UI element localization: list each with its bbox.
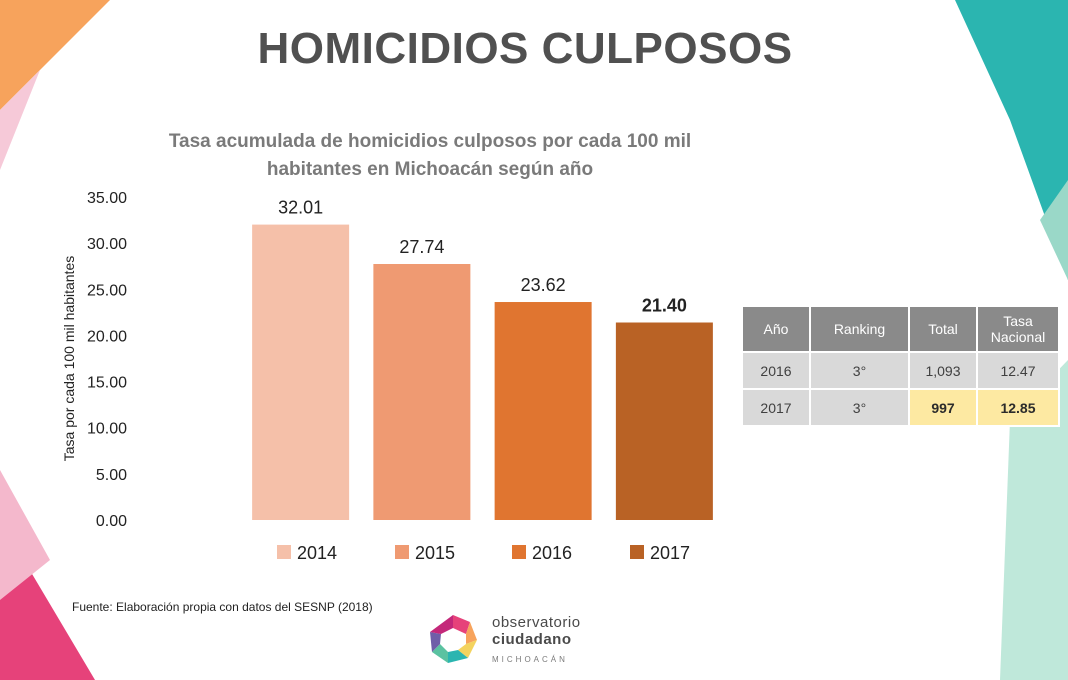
table-row: 2017 3° 997 12.85 (741, 388, 1060, 427)
corner-shape-lightpink (0, 470, 50, 600)
y-tick-label: 35.00 (87, 190, 127, 207)
logo-mark-icon (430, 615, 477, 663)
table-header-year: Año (741, 305, 811, 353)
cell-total-highlighted: 997 (908, 388, 978, 427)
chart-subtitle-line1: Tasa acumulada de homicidios culposos po… (168, 131, 692, 152)
logo-line2: ciudadano (492, 631, 572, 648)
logo-line1: observatorio (492, 614, 581, 631)
chart-subtitle-line2: habitantes en Michoacán según año (266, 159, 594, 180)
y-tick-label: 0.00 (96, 513, 127, 530)
cell-national-rate-highlighted: 12.85 (976, 388, 1060, 427)
cell-national-rate: 12.47 (976, 351, 1060, 390)
legend-label-2017: 2017 (650, 543, 690, 563)
observatorio-logo: observatorio ciudadano MICHOACÁN (426, 612, 666, 664)
logo-line3: MICHOACÁN (492, 655, 568, 664)
page-title: HOMICIDIOS CULPOSOS (257, 24, 793, 73)
y-tick-label: 5.00 (96, 467, 127, 484)
cell-year: 2017 (741, 388, 811, 427)
table-header-ranking: Ranking (809, 305, 910, 353)
cell-ranking: 3° (809, 388, 910, 427)
source-note: Fuente: Elaboración propia con datos del… (72, 600, 373, 614)
bar-2015 (373, 263, 471, 520)
legend-swatch-2015 (395, 545, 409, 559)
legend-swatch-2014 (277, 545, 291, 559)
bar-2016 (494, 302, 592, 520)
legend-label-2014: 2014 (297, 543, 337, 563)
national-rate-label: Tasa Nacional (990, 313, 1046, 345)
corner-shape-pink (0, 70, 40, 170)
table-header-total: Total (908, 305, 978, 353)
bar-chart: 0.00 5.00 10.00 15.00 20.00 25.00 30.00 35.00 Ta… (61, 190, 713, 563)
y-axis-label: Tasa por cada 100 mil habitantes (61, 256, 77, 461)
cell-ranking: 3° (809, 351, 910, 390)
legend-label-2015: 2015 (415, 543, 455, 563)
data-label-2017: 21.40 (642, 296, 687, 316)
bar-2017 (615, 322, 713, 520)
logo-text: observatorio ciudadano MICHOACÁN (492, 614, 581, 668)
y-tick-label: 30.00 (87, 236, 127, 253)
cell-total: 1,093 (908, 351, 978, 390)
y-tick-label: 10.00 (87, 421, 127, 438)
chart-subtitle: Tasa acumulada de homicidios culposos po… (110, 128, 750, 184)
y-tick-label: 20.00 (87, 328, 127, 345)
data-label-2014: 32.01 (278, 198, 323, 218)
legend-swatch-2017 (630, 545, 644, 559)
summary-table: Año Ranking Total Tasa Nacional 2016 3° … (741, 305, 1060, 427)
corner-shape-teal (955, 0, 1068, 280)
y-tick-label: 15.00 (87, 375, 127, 392)
data-label-2015: 27.74 (399, 237, 444, 257)
cell-year: 2016 (741, 351, 811, 390)
table-header-row: Año Ranking Total Tasa Nacional (741, 305, 1060, 353)
bar-2014 (252, 224, 350, 520)
table-row: 2016 3° 1,093 12.47 (741, 351, 1060, 390)
legend-swatch-2016 (512, 545, 526, 559)
data-label-2016: 23.62 (521, 275, 566, 295)
corner-shape-lightgreen (1040, 180, 1068, 280)
legend-label-2016: 2016 (532, 543, 572, 563)
y-tick-label: 25.00 (87, 282, 127, 299)
table-header-national-rate: Tasa Nacional (976, 305, 1060, 353)
corner-shape-mint (1000, 360, 1068, 680)
